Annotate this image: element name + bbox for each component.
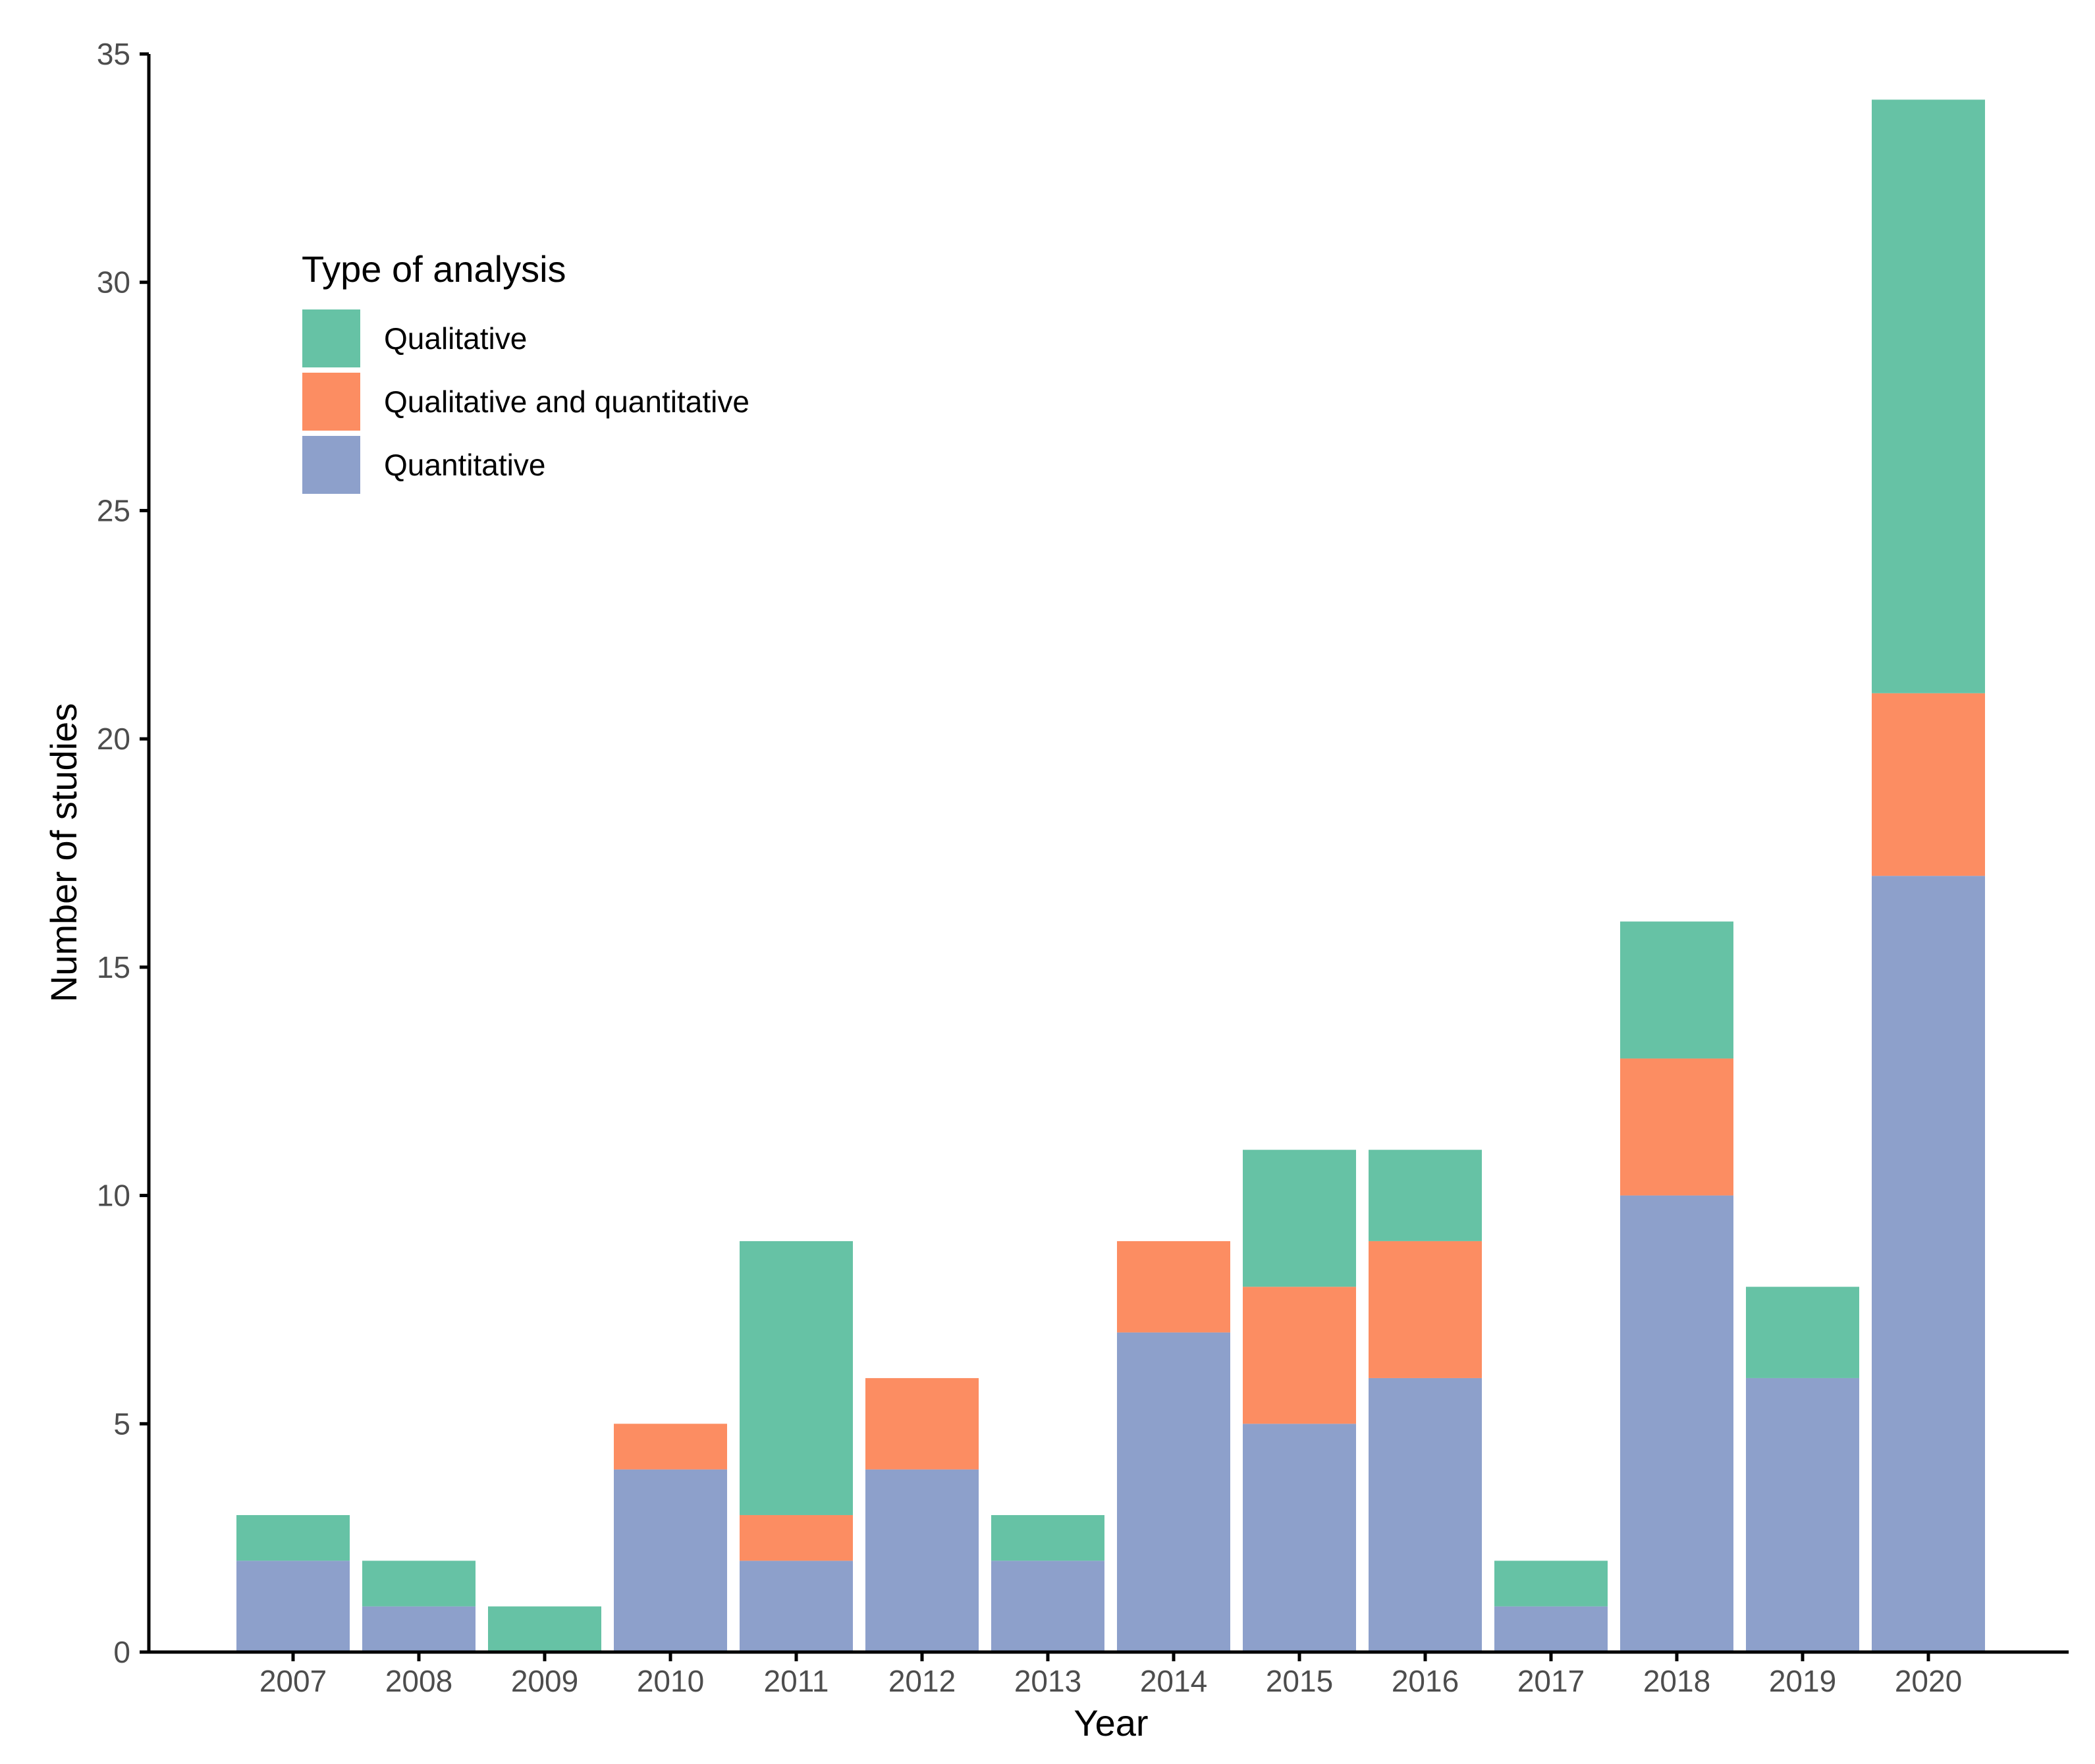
x-tick-label: 2008 — [385, 1664, 452, 1698]
bar-qualitative-and-quantitative-2014 — [1117, 1241, 1230, 1333]
x-tick-label: 2010 — [637, 1664, 704, 1698]
y-tick-label: 30 — [97, 265, 130, 300]
bar-qualitative-and-quantitative-2012 — [865, 1377, 979, 1470]
y-axis-ticks: 0 5 10 15 20 25 30 35 — [97, 37, 149, 1669]
x-axis-ticks: 2007 2008 2009 2010 2011 2012 2013 2014 2015 2016… — [259, 1652, 1962, 1698]
bar-quantitative-2013 — [991, 1561, 1104, 1652]
bar-quantitative-2017 — [1494, 1606, 1608, 1652]
legend-swatch-qualitative — [302, 309, 360, 367]
x-tick-label: 2014 — [1140, 1664, 1207, 1698]
x-tick-label: 2016 — [1392, 1664, 1459, 1698]
x-axis-title: Year — [1074, 1702, 1148, 1744]
bar-quantitative-2019 — [1746, 1377, 1859, 1652]
bar-quantitative-2010 — [614, 1469, 727, 1652]
bar-qualitative-2013 — [991, 1514, 1104, 1561]
x-tick-label: 2015 — [1266, 1664, 1333, 1698]
x-tick-label: 2011 — [764, 1664, 829, 1698]
legend-label: Quantitative — [384, 448, 545, 482]
y-tick-label: 25 — [97, 493, 130, 527]
x-tick-label: 2009 — [511, 1664, 578, 1698]
legend-swatch-quantitative — [302, 436, 360, 494]
y-tick-label: 0 — [113, 1635, 130, 1669]
bar-qualitative-2017 — [1494, 1561, 1608, 1607]
bar-qualitative-2019 — [1746, 1287, 1859, 1378]
legend-label: Qualitative and quantitative — [384, 385, 749, 419]
legend-label: Qualitative — [384, 321, 527, 356]
bar-qualitative-2020 — [1872, 99, 1985, 693]
bars-layer — [236, 99, 1985, 1652]
y-tick-label: 20 — [97, 722, 130, 756]
bar-quantitative-2016 — [1369, 1377, 1482, 1652]
bar-qualitative-and-quantitative-2011 — [740, 1514, 853, 1561]
bar-qualitative-2018 — [1620, 921, 1733, 1059]
bar-qualitative-2007 — [236, 1514, 350, 1561]
bar-quantitative-2011 — [740, 1561, 853, 1652]
x-tick-label: 2018 — [1643, 1664, 1710, 1698]
bar-qualitative-2015 — [1243, 1150, 1356, 1287]
bar-qualitative-2011 — [740, 1241, 853, 1515]
bar-qualitative-and-quantitative-2015 — [1243, 1287, 1356, 1424]
bar-qualitative-and-quantitative-2020 — [1872, 693, 1985, 876]
y-tick-label: 15 — [97, 950, 130, 984]
bar-quantitative-2008 — [362, 1606, 476, 1652]
bar-qualitative-and-quantitative-2010 — [614, 1424, 727, 1470]
bar-quantitative-2018 — [1620, 1195, 1733, 1652]
legend: Type of analysis Qualitative Qualitative … — [302, 248, 749, 494]
bar-qualitative-2016 — [1369, 1150, 1482, 1241]
bar-qualitative-2009 — [488, 1606, 601, 1652]
x-tick-label: 2012 — [888, 1664, 956, 1698]
x-tick-label: 2019 — [1769, 1664, 1836, 1698]
x-tick-label: 2017 — [1517, 1664, 1585, 1698]
bar-qualitative-and-quantitative-2018 — [1620, 1058, 1733, 1196]
x-tick-label: 2013 — [1014, 1664, 1081, 1698]
y-tick-label: 5 — [113, 1406, 130, 1441]
bar-quantitative-2014 — [1117, 1332, 1230, 1652]
bar-qualitative-and-quantitative-2016 — [1369, 1241, 1482, 1378]
bar-quantitative-2007 — [236, 1561, 350, 1652]
x-tick-label: 2020 — [1895, 1664, 1962, 1698]
y-tick-label: 35 — [97, 37, 130, 71]
bar-quantitative-2012 — [865, 1469, 979, 1652]
bar-quantitative-2020 — [1872, 876, 1985, 1652]
legend-title: Type of analysis — [302, 248, 566, 290]
x-tick-label: 2007 — [259, 1664, 327, 1698]
y-tick-label: 10 — [97, 1179, 130, 1213]
bar-qualitative-2008 — [362, 1561, 476, 1607]
legend-swatch-qualitative-and-quantitative — [302, 373, 360, 431]
y-axis-title: Number of studies — [43, 703, 84, 1002]
bar-quantitative-2015 — [1243, 1424, 1356, 1652]
